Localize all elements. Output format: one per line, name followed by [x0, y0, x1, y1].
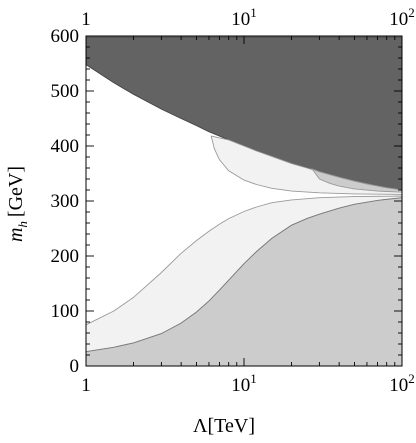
- plot-regions: [85, 36, 403, 367]
- x-tick-label-bottom: 1: [81, 375, 91, 396]
- tick-marks: [85, 35, 403, 367]
- x-tick-label-bottom: 102: [389, 371, 415, 396]
- y-tick-label: 200: [51, 246, 80, 267]
- lower-medium-region: [85, 197, 403, 367]
- y-axis-label-unit: [GeV]: [5, 166, 27, 217]
- x-tick-label-top: 102: [389, 5, 415, 30]
- x-tick-label-bottom-base: 10: [389, 375, 408, 396]
- x-tick-label-bottom-exp: 2: [408, 371, 415, 386]
- y-tick-label: 600: [51, 26, 80, 47]
- x-tick-label-bottom-base: 10: [231, 375, 250, 396]
- x-tick-label-top-exp: 2: [408, 5, 415, 20]
- x-tick-label-top: 101: [231, 5, 257, 30]
- x-tick-label-bottom-exp: 1: [250, 371, 257, 386]
- y-axis-label-sub: h: [15, 221, 30, 228]
- x-tick-label-top-base: 10: [389, 9, 408, 30]
- x-tick-label-top-base: 1: [81, 9, 91, 30]
- y-tick-label: 400: [51, 136, 80, 157]
- y-axis-label-base: m: [5, 228, 27, 242]
- y-tick-label: 100: [51, 301, 80, 322]
- x-tick-label-bottom: 101: [231, 371, 257, 396]
- x-axis-label: Λ[TeV]: [193, 415, 255, 437]
- x-tick-label-bottom-base: 1: [81, 375, 91, 396]
- y-tick-label: 300: [51, 191, 80, 212]
- x-tick-label-top: 1: [81, 9, 91, 30]
- y-axis-label: mh [GeV]: [5, 166, 30, 242]
- x-tick-label-top-base: 10: [231, 9, 250, 30]
- x-tick-label-top-exp: 1: [250, 5, 257, 20]
- y-tick-label: 500: [51, 81, 80, 102]
- y-tick-label: 0: [70, 356, 80, 377]
